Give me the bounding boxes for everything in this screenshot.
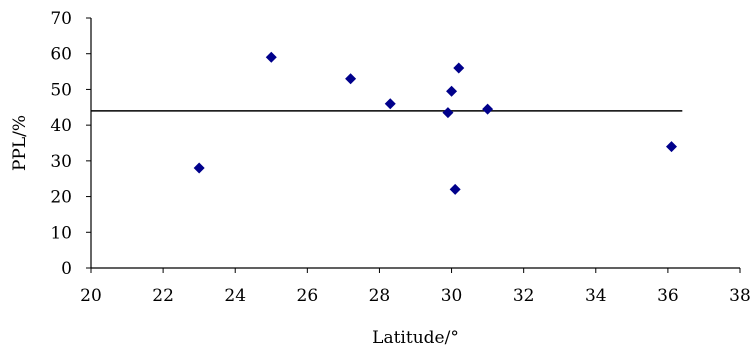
- x-tick-label: 36: [657, 286, 679, 306]
- y-tick-label: 40: [50, 116, 72, 136]
- x-tick-label: 22: [152, 286, 174, 306]
- x-axis-title: Latitude/°: [372, 328, 459, 348]
- x-tick-label: 34: [585, 286, 607, 306]
- x-tick-label: 20: [80, 286, 102, 306]
- data-point: [449, 183, 461, 195]
- x-tick-label: 28: [369, 286, 391, 306]
- data-point: [446, 85, 458, 97]
- y-tick-label: 30: [50, 152, 72, 172]
- data-point: [345, 73, 357, 85]
- y-tick-label: 20: [50, 188, 72, 208]
- data-point: [665, 141, 677, 153]
- x-tick-label: 24: [224, 286, 246, 306]
- data-points: [193, 51, 677, 195]
- x-tick-label: 26: [297, 286, 319, 306]
- x-tick-label: 38: [729, 286, 751, 306]
- x-tick-label: 32: [513, 286, 535, 306]
- y-tick-label: 0: [61, 259, 72, 279]
- y-tick-label: 70: [50, 9, 72, 29]
- data-point: [193, 162, 205, 174]
- data-point: [384, 98, 396, 110]
- y-axis-title: PPL/%: [10, 115, 30, 171]
- x-tick-label: 30: [441, 286, 463, 306]
- data-point: [442, 107, 454, 119]
- axis-labels: Latitude/° PPL/%: [10, 115, 459, 348]
- data-point: [265, 51, 277, 63]
- data-point: [482, 103, 494, 115]
- y-tick-label: 10: [50, 223, 72, 243]
- data-point: [453, 62, 465, 74]
- axes: 20 22 24 26 28 30 32 34 36 38 0 10 20 30 40 50 60 70: [50, 9, 750, 306]
- y-tick-label: 50: [50, 80, 72, 100]
- y-tick-label: 60: [50, 45, 72, 65]
